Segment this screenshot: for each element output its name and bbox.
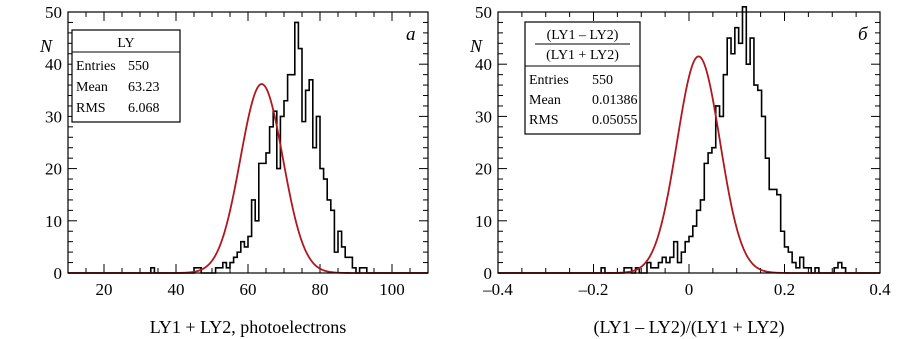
left-stats-rms-value: 6.068 [128, 101, 160, 116]
right-tick-labels: –0.4 –0.2 0 0.2 0.4 0 10 20 30 40 50 [475, 3, 891, 299]
left-y-tick-label: 40 [45, 55, 62, 74]
left-x-tick-label: 80 [312, 280, 329, 299]
right-y-axis-label: N [469, 36, 483, 56]
left-stats-rms-label: RMS [76, 101, 106, 116]
right-panel-letter: б [858, 24, 869, 45]
left-y-tick-label: 0 [54, 264, 63, 283]
right-stats-title-denominator: (LY1 + LY2) [546, 48, 619, 63]
left-y-tick-label: 50 [45, 3, 62, 22]
left-stats-box-frame [71, 29, 181, 123]
right-y-tick-label: 20 [475, 160, 492, 179]
right-y-tick-label: 30 [475, 107, 492, 126]
right-stats-rms-value: 0.05055 [592, 113, 638, 128]
right-plot-frame [497, 11, 881, 274]
right-x-tick-label: 0.4 [869, 280, 891, 299]
left-x-tick-label: 40 [168, 280, 185, 299]
left-tick-labels: 20 40 60 80 100 0 10 20 30 40 50 [45, 3, 405, 299]
right-stats-title-numerator: (LY1 – LY2) [547, 28, 619, 43]
left-stats-mean-value: 63.23 [128, 80, 160, 95]
left-histogram-line [68, 21, 428, 274]
right-y-tick-label: 10 [475, 212, 492, 231]
right-x-axis-label: (LY1 – LY2)/(LY1 + LY2) [594, 317, 785, 338]
left-stats-mean-label: Mean [76, 80, 108, 95]
right-y-tick-label: 50 [475, 3, 492, 22]
left-x-axis-label: LY1 + LY2, photoelectrons [150, 317, 347, 337]
left-x-tick-label: 100 [379, 280, 405, 299]
left-y-axis-label: N [39, 36, 53, 56]
left-y-tick-label: 30 [45, 107, 62, 126]
left-x-tick-label: 60 [240, 280, 257, 299]
left-y-tick-label: 20 [45, 160, 62, 179]
left-histogram-panel: 20 40 60 80 100 0 10 20 30 40 50 N LY1 + LY2, phot… [39, 3, 429, 337]
right-stats-rms-label: RMS [529, 113, 559, 128]
right-x-tick-label: –0.2 [578, 280, 609, 299]
right-y-tick-label: 40 [475, 55, 492, 74]
right-x-tick-label: 0 [685, 280, 694, 299]
left-stats-entries-value: 550 [128, 59, 149, 74]
right-stats-mean-label: Mean [529, 93, 561, 108]
left-panel-letter: a [406, 24, 416, 45]
left-axis-ticks [67, 11, 429, 274]
right-y-tick-label: 0 [484, 264, 493, 283]
left-stats-entries-label: Entries [76, 59, 116, 74]
left-x-tick-label: 20 [96, 280, 113, 299]
right-x-tick-label: –0.4 [482, 280, 513, 299]
right-stats-entries-label: Entries [529, 73, 569, 88]
left-plot-frame [67, 11, 429, 274]
right-stats-box-frame [524, 21, 641, 135]
right-stats-mean-value: 0.01386 [592, 93, 638, 108]
right-x-tick-label: 0.2 [774, 280, 795, 299]
left-y-tick-label: 10 [45, 212, 62, 231]
right-histogram-panel: –0.4 –0.2 0 0.2 0.4 0 10 20 30 40 50 N (LY1 – LY2)… [469, 3, 891, 338]
right-stats-entries-value: 550 [592, 73, 613, 88]
left-stats-box: LY Entries 550 Mean 63.23 RMS 6.068 [71, 29, 181, 123]
left-stats-title: LY [117, 36, 134, 51]
right-stats-box: (LY1 – LY2) (LY1 + LY2) Entries 550 Mean… [524, 21, 641, 135]
